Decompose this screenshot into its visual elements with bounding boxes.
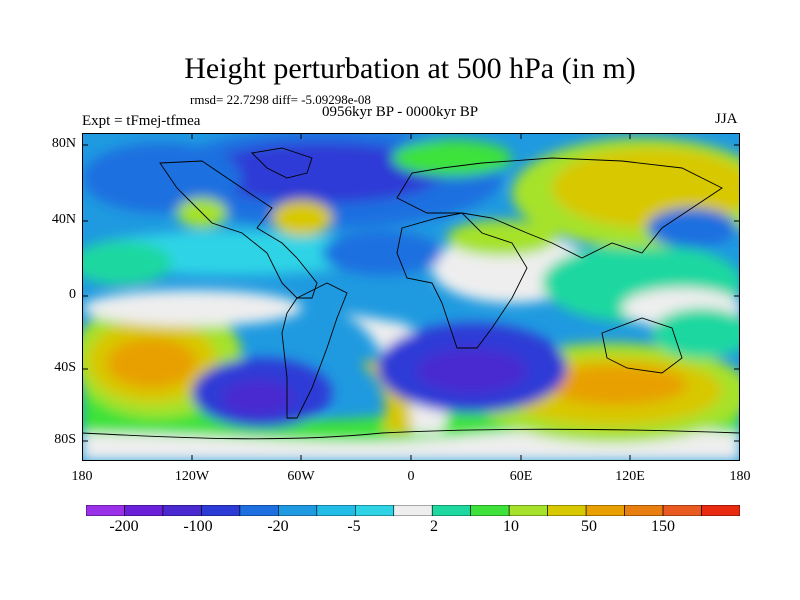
colorbar-label: -20 (267, 518, 289, 535)
colorbar-swatch (124, 505, 164, 516)
colorbar-swatch (431, 505, 472, 516)
colorbar-label: 50 (581, 518, 597, 535)
lat-label: 40N (51, 212, 76, 227)
experiment-label: Expt = tFmej-tfmea (82, 113, 201, 129)
colorbar-label: 10 (503, 518, 519, 535)
coastlines (82, 147, 740, 440)
colorbar-swatch (508, 505, 548, 516)
contour-field (82, 133, 740, 461)
lon-label: 180 (71, 469, 93, 484)
map-title: Height perturbation at 500 hPa (in m) (184, 52, 636, 85)
colorbar-swatch (585, 505, 625, 516)
colorbar-swatch (86, 505, 125, 516)
colorbar-swatch (547, 505, 587, 516)
lat-label: 80N (51, 136, 76, 151)
colorbar-swatch (393, 505, 433, 516)
lon-label: 180 (729, 469, 751, 484)
stats-label: rmsd= 22.7298 diff= -5.09298e-08 (190, 92, 371, 107)
colorbar-swatch (354, 505, 395, 516)
colorbar-swatch (662, 505, 702, 516)
colorbar-label: -100 (183, 518, 213, 535)
lon-label: 60W (287, 469, 315, 484)
season-label: JJA (715, 111, 738, 127)
colorbar-swatch (624, 505, 664, 516)
colorbar-swatch (470, 505, 510, 516)
colorbar-label: -200 (109, 518, 139, 535)
lat-label: 80S (54, 432, 76, 447)
height-perturbation-map (82, 133, 740, 461)
period-label: 0956kyr BP - 0000kyr BP (322, 104, 479, 120)
lat-label: 0 (69, 287, 76, 302)
colorbar-swatch (701, 505, 740, 516)
lon-label: 60E (509, 469, 533, 484)
lon-label: 0 (407, 469, 415, 484)
colorbar-swatch (239, 505, 279, 516)
colorbar-label: 2 (430, 518, 438, 535)
lon-label: 120W (174, 469, 210, 484)
colorbar-label: 150 (651, 518, 675, 535)
lat-label: 40S (54, 360, 76, 375)
tick-marks (82, 133, 740, 461)
colorbar-swatch (278, 505, 318, 516)
colorbar-label: -5 (347, 518, 361, 535)
colorbar-swatch (316, 505, 356, 516)
colorbar-swatch (201, 505, 241, 516)
colorbar (86, 505, 740, 516)
lon-label: 120E (615, 469, 645, 484)
colorbar-swatch (162, 505, 202, 516)
